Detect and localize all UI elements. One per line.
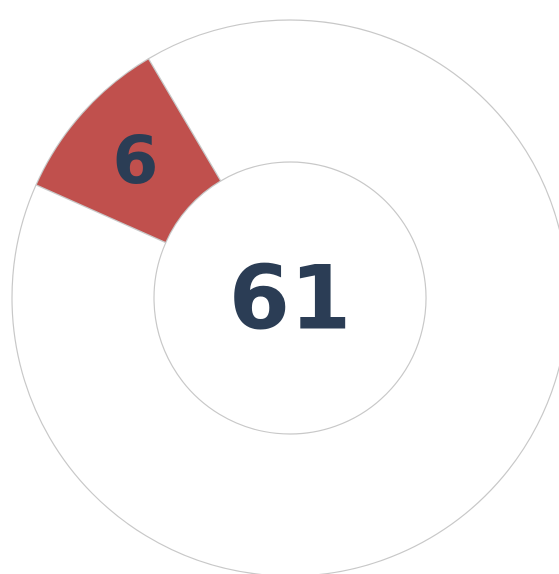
center-total: 61 (229, 247, 351, 350)
donut-segment (11, 19, 559, 574)
segments (11, 19, 559, 574)
segment-label: 6 (112, 122, 158, 199)
